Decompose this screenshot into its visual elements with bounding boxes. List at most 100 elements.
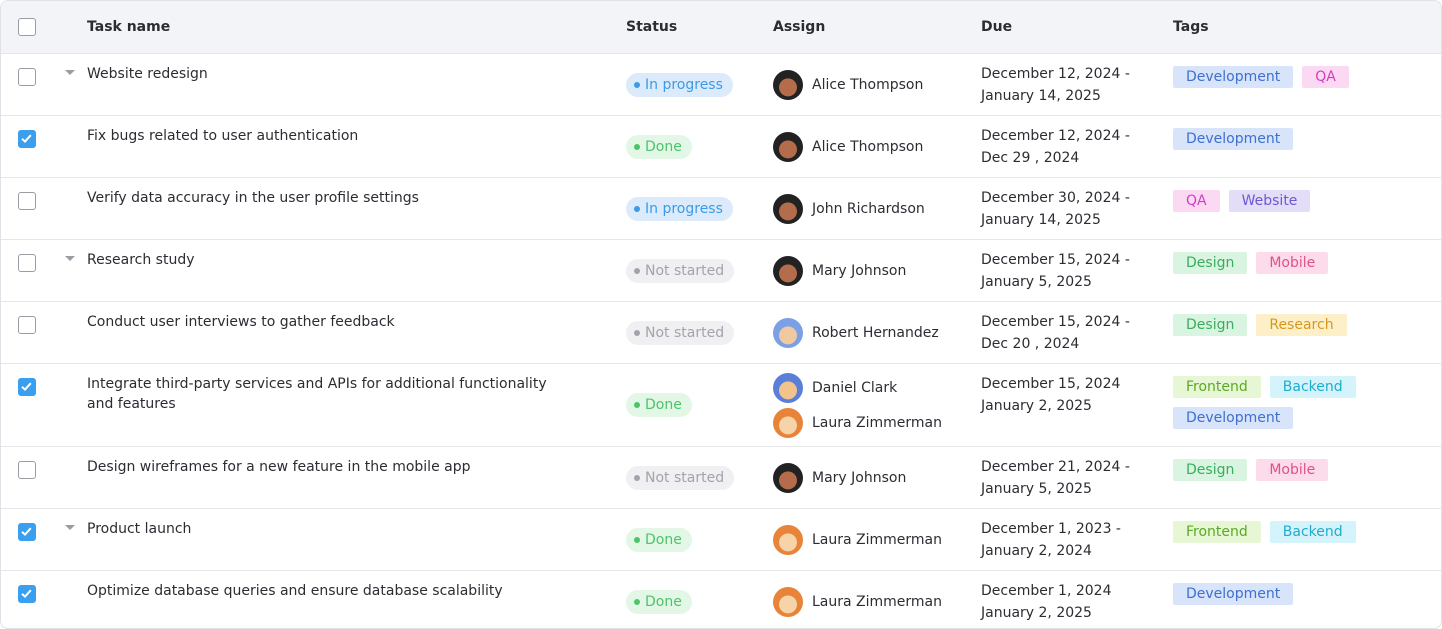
assignee: Mary Johnson [773, 460, 981, 495]
assignee-name: Mary Johnson [812, 469, 907, 486]
due-cell: December 30, 2024 - January 14, 2025 [981, 178, 1173, 239]
tags-cell: Frontend Backend [1173, 509, 1373, 570]
status-dot [634, 143, 640, 150]
avatar [773, 407, 803, 438]
tag: Website [1228, 190, 1311, 212]
assignee-name: Laura Zimmerman [812, 531, 943, 548]
avatar [773, 131, 803, 162]
caret-cell [53, 302, 87, 363]
expand-caret[interactable] [65, 256, 75, 262]
due-line: December 15, 2024 - [981, 314, 1130, 330]
due-line: Dec 29 , 2024 [981, 150, 1080, 166]
task-name: Website redesign [87, 66, 208, 82]
status-dot [634, 267, 640, 274]
caret-cell [53, 447, 87, 508]
assign-cell: Mary Johnson [773, 454, 981, 501]
checkbox[interactable] [18, 130, 36, 148]
assign-cell: Alice Thompson [773, 61, 981, 108]
checkbox[interactable] [18, 192, 36, 210]
avatar [773, 69, 803, 100]
due-line: January 5, 2025 [981, 481, 1092, 497]
checkbox[interactable] [18, 378, 36, 396]
assign-cell: Laura Zimmerman [773, 578, 981, 625]
tag: Research [1256, 314, 1347, 336]
tags-cell: Design Research [1173, 302, 1373, 363]
status-badge: Done [626, 134, 692, 159]
due-line: December 1, 2024 [981, 583, 1112, 599]
assignee: Laura Zimmerman [773, 584, 981, 619]
task-row: Optimize database queries and ensure dat… [1, 571, 1441, 628]
status-badge: Not started [626, 465, 735, 490]
status-badge: Done [626, 393, 692, 417]
due-cell: December 1, 2023 - January 2, 2024 [981, 509, 1173, 570]
status-text: Done [645, 531, 682, 548]
checkbox[interactable] [18, 461, 36, 479]
tag: Design [1173, 459, 1248, 481]
tag: QA [1302, 66, 1349, 88]
status-badge: Done [626, 527, 692, 552]
tag: Development [1173, 128, 1294, 150]
column-header: Tags [1173, 19, 1209, 35]
assign-cell: Alice Thompson [773, 123, 981, 170]
assignee: Mary Johnson [773, 253, 981, 288]
task-row: Website redesign In progress Alice Thompso… [1, 54, 1441, 116]
tag: QA [1173, 190, 1220, 212]
assignee: Laura Zimmerman [773, 522, 981, 557]
task-name: Conduct user interviews to gather feedba… [87, 314, 395, 330]
expand-caret[interactable] [65, 525, 75, 531]
column-header: Status [626, 19, 678, 35]
caret-cell [53, 509, 87, 570]
caret-cell [53, 364, 87, 446]
tags-cell: Design Mobile [1173, 240, 1373, 301]
assignee-name: Laura Zimmerman [812, 593, 943, 610]
status-cell: In progress [626, 196, 773, 221]
assignee-name: Daniel Clark [812, 379, 898, 396]
avatar [773, 372, 803, 403]
checkbox[interactable] [18, 316, 36, 334]
tag: Backend [1269, 376, 1356, 398]
tag: Frontend [1173, 521, 1261, 543]
task-row: Product launch Done Laura Zimmerman Decembe… [1, 509, 1441, 571]
status-text: Not started [645, 262, 725, 279]
status-text: In progress [645, 200, 723, 217]
checkbox[interactable] [18, 254, 36, 272]
due-cell: December 15, 2024 January 2, 2025 [981, 364, 1173, 446]
assignee: Laura Zimmerman [773, 405, 981, 440]
status-cell: Not started [626, 320, 773, 345]
due-line: December 15, 2024 - [981, 252, 1130, 268]
assignee: John Richardson [773, 191, 981, 226]
assign-cell: Robert Hernandez [773, 309, 981, 356]
column-header: Due [981, 19, 1013, 35]
avatar [773, 586, 803, 617]
tag: Frontend [1173, 376, 1261, 398]
due-line: January 14, 2025 [981, 88, 1101, 104]
task-name: Research study [87, 252, 195, 268]
expand-caret[interactable] [65, 70, 75, 76]
assignee-name: Laura Zimmerman [812, 414, 943, 431]
tag: Design [1173, 252, 1248, 274]
task-name: Integrate third-party services and APIs … [87, 376, 547, 412]
status-cell: Not started [626, 465, 773, 490]
check-cell [1, 178, 53, 239]
caret-cell [53, 178, 87, 239]
checkbox[interactable] [18, 585, 36, 603]
tags-cell: Development [1173, 116, 1373, 177]
tag: Development [1173, 583, 1294, 605]
checkbox[interactable] [18, 18, 36, 36]
status-dot [634, 598, 640, 605]
avatar [773, 255, 803, 286]
due-cell: December 15, 2024 - January 5, 2025 [981, 240, 1173, 301]
checkbox[interactable] [18, 523, 36, 541]
status-text: Not started [645, 469, 725, 486]
tags-cell: Frontend Backend Development [1173, 364, 1373, 446]
assignee-name: Alice Thompson [812, 76, 924, 93]
assign-cell: Laura Zimmerman [773, 516, 981, 563]
assignee: Alice Thompson [773, 129, 981, 164]
check-cell [1, 571, 53, 628]
status-cell: Done [626, 393, 773, 417]
check-cell [1, 509, 53, 570]
status-badge: Not started [626, 258, 735, 283]
checkbox[interactable] [18, 68, 36, 86]
check-cell [1, 364, 53, 446]
check-cell [1, 54, 53, 115]
